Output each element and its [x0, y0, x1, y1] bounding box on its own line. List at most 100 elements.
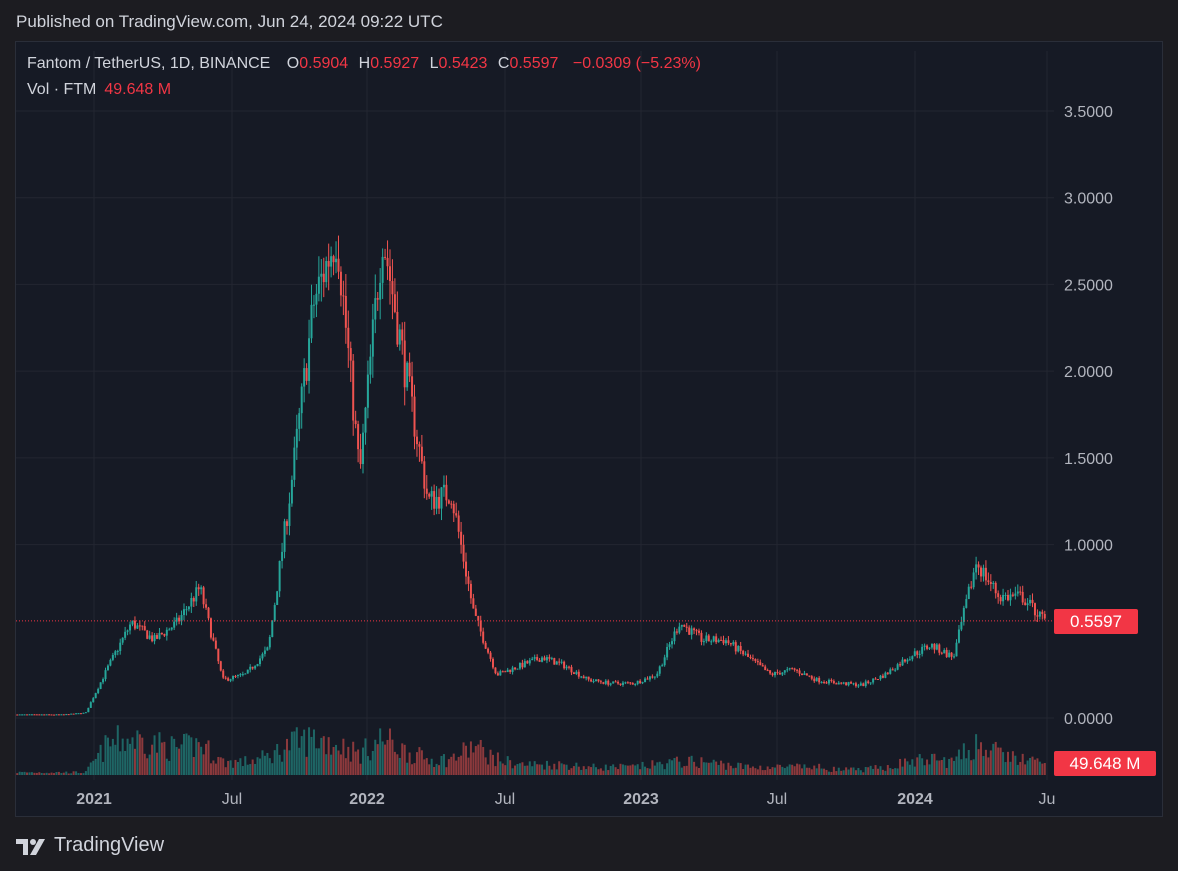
candle-body	[1041, 611, 1044, 615]
volume-bar	[585, 769, 588, 775]
volume-bar	[935, 760, 938, 775]
candle-body	[732, 642, 735, 645]
candle-body	[771, 673, 774, 676]
volume-bar	[298, 747, 301, 775]
volume-bar	[303, 729, 306, 775]
volume-bar	[283, 749, 286, 775]
volume-bar	[180, 744, 183, 775]
candle-body	[1038, 611, 1041, 617]
candle-body	[487, 648, 490, 653]
candle-body	[273, 605, 276, 621]
candle-body	[79, 713, 82, 715]
volume-bar	[190, 737, 193, 775]
volume-bar	[992, 743, 995, 775]
candle-body	[504, 671, 507, 673]
candle-body	[388, 266, 391, 282]
candle-body	[310, 304, 313, 339]
candle-body	[133, 620, 136, 629]
volume-bar	[129, 743, 132, 775]
volume-bar	[965, 758, 968, 775]
volume-bar	[290, 731, 293, 775]
chart-panel[interactable]	[15, 41, 1163, 817]
candle-body	[955, 642, 958, 657]
volume-bar	[109, 746, 112, 775]
volume-bar	[693, 761, 696, 775]
candle-body	[170, 627, 173, 630]
volume-bar	[146, 758, 149, 775]
volume-bar	[683, 766, 686, 775]
candle-body	[403, 340, 406, 388]
candle-body	[182, 609, 185, 615]
volume-bar	[644, 766, 647, 775]
volume-label[interactable]: Vol · FTM	[27, 81, 97, 98]
volume-bar	[102, 761, 105, 775]
candle-body	[354, 420, 357, 425]
volume-bar	[393, 751, 396, 775]
candle-body	[84, 712, 87, 714]
volume-bar	[35, 772, 38, 775]
high-label: H	[358, 55, 371, 72]
candle-body	[776, 672, 779, 674]
volume-bar	[433, 766, 436, 775]
candle-body	[928, 647, 931, 649]
volume-bar	[308, 727, 311, 775]
candle-body	[308, 338, 311, 381]
volume-bar	[666, 763, 669, 775]
candle-body	[158, 632, 161, 639]
volume-bar	[440, 755, 443, 775]
volume-bar	[577, 766, 580, 775]
volume-bar	[305, 756, 308, 775]
candle-body	[374, 298, 377, 320]
volume-bar	[53, 773, 56, 775]
volume-bar	[614, 767, 617, 775]
volume-bar	[678, 761, 681, 775]
candle-body	[48, 714, 51, 716]
candle-body	[815, 677, 818, 682]
candle-body	[636, 680, 639, 684]
volume-bar	[67, 773, 70, 775]
candle-body	[1033, 603, 1036, 616]
volume-bar	[40, 772, 43, 775]
candle-body	[352, 360, 355, 421]
candle-body	[148, 635, 151, 639]
volume-bar	[506, 756, 509, 775]
volume-bar	[205, 743, 208, 775]
volume-bar	[884, 770, 887, 775]
candle-body	[663, 657, 666, 666]
candle-body	[541, 657, 544, 662]
candle-body	[94, 693, 97, 699]
volume-bar	[955, 756, 958, 775]
volume-bar	[565, 764, 568, 775]
volume-bar	[582, 766, 585, 775]
volume-bar	[859, 770, 862, 775]
candle-body	[950, 652, 953, 657]
volume-bar	[864, 767, 867, 775]
volume-bar	[509, 760, 512, 775]
tradingview-brand[interactable]: TradingView	[16, 834, 164, 857]
candle-body	[200, 587, 203, 590]
candle-body	[138, 625, 141, 627]
candle-body	[656, 673, 659, 677]
candle-body	[526, 661, 529, 664]
volume-bar	[653, 765, 656, 775]
volume-bar	[570, 768, 573, 775]
volume-bar	[138, 734, 141, 775]
symbol-title[interactable]: Fantom / TetherUS, 1D, BINANCE	[27, 55, 271, 72]
volume-bar	[685, 765, 688, 775]
volume-bar	[300, 736, 303, 775]
volume-bar	[241, 766, 244, 775]
volume-bar	[295, 727, 298, 775]
candle-body	[788, 668, 791, 670]
volume-bar	[82, 773, 85, 775]
volume-bar	[111, 738, 114, 775]
volume-bar	[60, 773, 63, 775]
candle-body	[651, 676, 654, 678]
volume-bar	[388, 728, 391, 775]
volume-bar	[994, 741, 997, 775]
volume-bar	[239, 758, 242, 775]
candle-body	[413, 396, 416, 437]
volume-bar	[830, 771, 833, 775]
candle-body	[688, 627, 691, 635]
volume-bar	[141, 737, 144, 775]
